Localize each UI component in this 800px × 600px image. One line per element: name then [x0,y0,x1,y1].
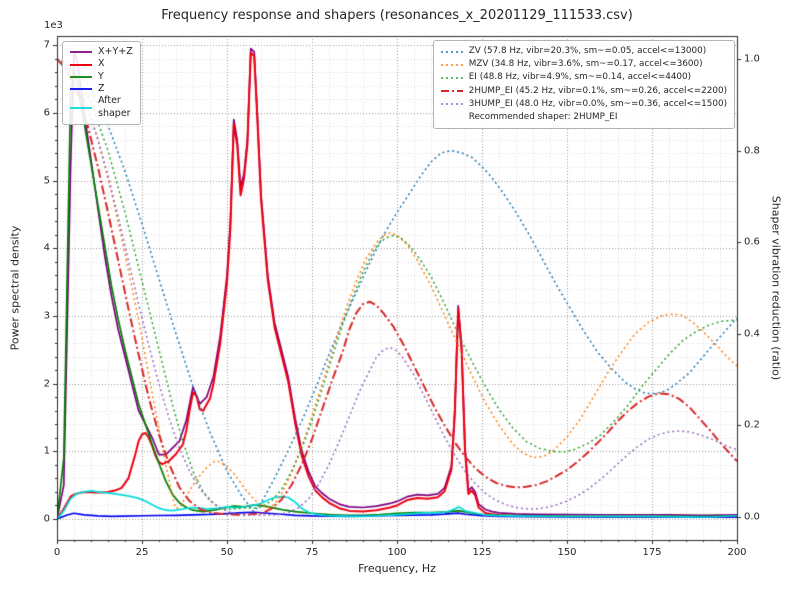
legend-label-x: X [98,58,105,70]
recommended-shaper-text: Recommended shaper: 2HUMP_EI [468,111,618,122]
zv-legend-swatch [440,50,463,53]
y-legend-swatch [70,76,92,78]
legend-item-x: X [69,58,133,70]
legend-psd: X+Y+Z X Y Z After shaper [62,41,141,126]
y-axis-offset-text: 1e3 [44,20,63,31]
legend-label-3hump-ei: 3HUMP_EI (48.0 Hz, vibr=0.0%, sm~=0.36, … [468,98,727,109]
legend-label-z: Z [98,83,105,95]
legend-label-after-shaper: After shaper [98,95,131,119]
legend-item-after-shaper: After shaper [69,95,133,120]
legend-item-y: Y [69,71,133,83]
legend-label-2hump-ei: 2HUMP_EI (45.2 Hz, vibr=0.1%, sm~=0.26, … [468,85,727,96]
chart-title: Frequency response and shapers (resonanc… [161,8,633,23]
legend-label-xyz: X+Y+Z [98,46,133,57]
legend-shapers: ZV (57.8 Hz, vibr=20.3%, sm~=0.05, accel… [432,40,735,130]
legend-item-3hump-ei: 3HUMP_EI (48.0 Hz, vibr=0.0%, sm~=0.36, … [440,98,727,111]
z-legend-swatch [70,88,92,91]
xyz-legend-swatch [70,51,92,54]
mzv-legend-swatch [440,64,463,66]
legend-item-z: Z [69,83,133,95]
legend-label-mzv: MZV (34.8 Hz, vibr=3.6%, sm~=0.17, accel… [468,59,703,70]
x-legend-swatch [70,63,92,66]
legend-item-xyz: X+Y+Z [69,46,133,58]
legend-label-zv: ZV (57.8 Hz, vibr=20.3%, sm~=0.05, accel… [468,46,707,56]
legend-item-mzv: MZV (34.8 Hz, vibr=3.6%, sm~=0.17, accel… [440,58,727,71]
legend-footer: Recommended shaper: 2HUMP_EI [440,111,727,124]
spacer-legend-swatch [440,113,464,123]
x-axis-label: Frequency, Hz [358,562,436,575]
after-shaper-legend-swatch [70,106,92,109]
y-axis-label-left: Power spectral density [8,225,22,351]
y-axis-label-right: Shaper vibration reduction (ratio) [769,195,783,381]
2hump-ei-legend-swatch [440,90,463,93]
legend-item-2hump-ei: 2HUMP_EI (45.2 Hz, vibr=0.1%, sm~=0.26, … [440,85,727,98]
3hump-ei-legend-swatch [440,103,463,106]
legend-item-ei: EI (48.8 Hz, vibr=4.9%, sm~=0.14, accel<… [440,71,727,84]
ei-legend-swatch [440,77,463,79]
legend-item-zv: ZV (57.8 Hz, vibr=20.3%, sm~=0.05, accel… [440,45,727,58]
legend-label-y: Y [98,70,104,82]
legend-label-ei: EI (48.8 Hz, vibr=4.9%, sm~=0.14, accel<… [468,72,692,83]
